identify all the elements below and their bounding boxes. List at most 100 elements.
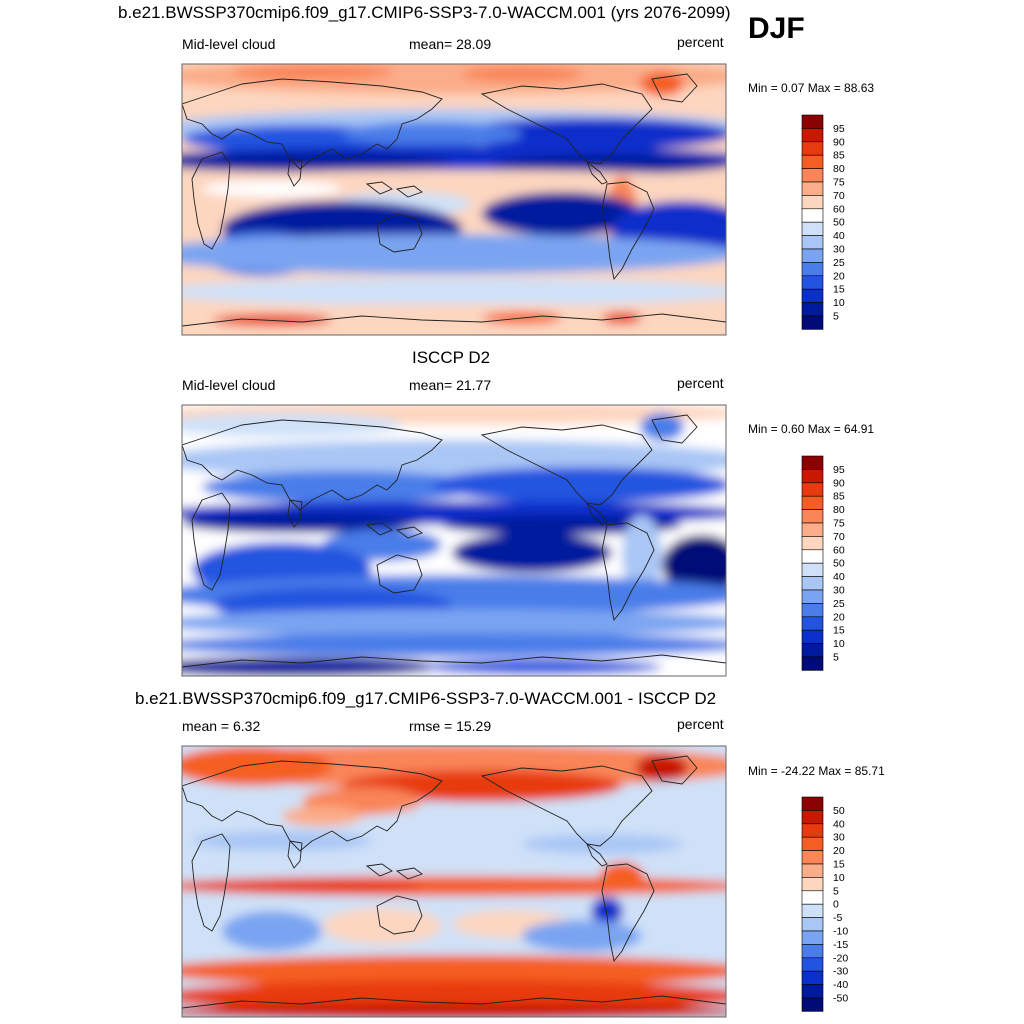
colorbar-swatch [801,823,824,838]
panel-1-title: b.e21.BWSSP370cmip6.f09_g17.CMIP6-SSP3-7… [118,3,731,22]
contour-region [482,192,642,236]
contour-region [662,535,726,595]
colorbar-tick-label: 85 [833,150,845,162]
colorbar-swatch [801,221,824,236]
contour-region [182,746,332,786]
colorbar-tick-label: -40 [833,979,848,991]
panel-1-mean-label: mean= 28.09 [409,36,492,52]
colorbar-tick-label: 80 [833,163,845,175]
colorbar-tick-label: 10 [833,872,845,884]
panel-1-minmax: Min = 0.07 Max = 88.63 [748,81,875,95]
colorbar-swatch [801,248,824,263]
colorbar-tick-label: 5 [833,311,839,323]
colorbar-swatch [801,850,824,865]
contour-region [640,413,684,441]
colorbar-swatch [801,208,824,223]
colorbar-swatch [801,656,824,671]
contour-region [442,515,682,535]
contour-region [182,152,452,172]
season-label: DJF [748,12,805,45]
contour-region [182,633,726,657]
colorbar-tick-label: 10 [833,297,845,309]
colorbar-swatch [801,603,824,618]
colorbar-tick-label: -50 [833,993,848,1005]
panel-2-map [182,405,726,676]
panel-3-units-label: percent [677,716,724,732]
colorbar-tick-label: 60 [833,544,845,556]
colorbar-swatch [801,168,824,183]
panel-2-variable-label: Mid-level cloud [182,377,276,393]
colorbar-tick-label: 5 [833,885,839,897]
panel-1-units-label: percent [677,34,724,50]
colorbar-tick-label: 90 [833,136,845,148]
colorbar-swatch [801,616,824,631]
colorbar-tick-label: 75 [833,518,845,530]
contour-region [202,471,482,503]
colorbar-tick-label: 0 [833,899,839,911]
colorbar-swatch [801,522,824,537]
colorbar-swatch [801,128,824,143]
colorbar-swatch [801,562,824,577]
colorbar-tick-label: 95 [833,464,845,476]
colorbar-tick-label: 20 [833,611,845,623]
colorbar-tick-label: 30 [833,832,845,844]
colorbar-swatch [801,455,824,470]
contour-region [192,831,372,851]
panel-3-frame [181,745,727,1018]
colorbar-tick-label: 20 [833,270,845,282]
contour-region [182,1004,726,1017]
contour-region [622,515,662,595]
contour-region [640,72,684,96]
colorbar-swatch [801,796,824,811]
contour-region [212,314,332,326]
colorbar-tick-label: 95 [833,123,845,135]
panel-2-mean-label: mean= 21.77 [409,377,492,393]
contour-region [282,806,362,826]
contour-region [600,862,644,890]
contour-region [182,980,726,1012]
colorbar-swatch [801,275,824,290]
colorbar-swatch [801,810,824,825]
colorbar-tick-label: 50 [833,558,845,570]
colorbar-tick-label: 10 [833,638,845,650]
colorbar-swatch [801,262,824,277]
colorbar-swatch [801,589,824,604]
panel-2-units-label: percent [677,375,724,391]
colorbar-swatch [801,997,824,1012]
contour-region [182,878,422,894]
panel-3-rmse-label: rmse = 15.29 [409,718,492,734]
colorbar-swatch [801,643,824,658]
colorbar-tick-label: 70 [833,190,845,202]
contour-region [182,278,726,306]
colorbar-tick-label: 30 [833,585,845,597]
colorbar-swatch [801,549,824,564]
colorbar-tick-label: 30 [833,244,845,256]
colorbar-tick-label: 5 [833,652,839,664]
contour-region [452,118,726,150]
colorbar-swatch [801,302,824,317]
colorbar-swatch [801,114,824,129]
colorbar-swatch [801,469,824,484]
colorbar-tick-label: 15 [833,284,845,296]
panel-2-title: ISCCP D2 [412,348,491,367]
contour-region [432,467,726,503]
colorbar-tick-label: -15 [833,939,848,951]
colorbar-tick-label: 15 [833,859,845,871]
contour-region [182,513,422,533]
colorbar-tick-label: 80 [833,504,845,516]
colorbar-swatch [801,903,824,918]
contour-region [182,609,726,637]
colorbar-tick-label: 75 [833,177,845,189]
colorbar-tick-label: 15 [833,625,845,637]
colorbar-swatch [801,930,824,945]
contour-region [182,234,726,274]
colorbar-tick-label: -5 [833,912,842,924]
colorbar-tick-label: 20 [833,845,845,857]
contour-region [232,64,392,80]
colorbar-swatch [801,863,824,878]
panel-1-variable-label: Mid-level cloud [182,36,276,52]
panel-2-frame [181,404,727,677]
colorbar-swatch [801,235,824,250]
